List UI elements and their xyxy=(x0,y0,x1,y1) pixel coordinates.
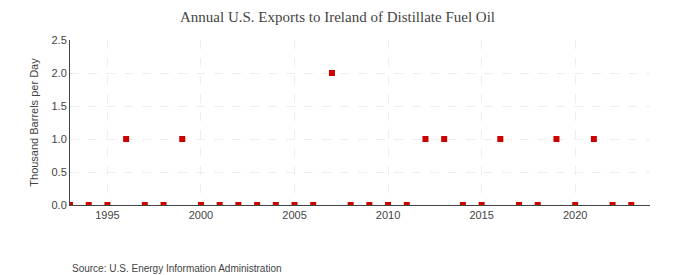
svg-text:1.0: 1.0 xyxy=(52,133,67,145)
svg-text:Source: U.S. Energy Informatio: Source: U.S. Energy Information Administ… xyxy=(72,263,282,274)
svg-text:Thousand Barrels per Day: Thousand Barrels per Day xyxy=(28,58,40,187)
svg-text:2020: 2020 xyxy=(563,209,587,221)
svg-text:1.5: 1.5 xyxy=(52,100,67,112)
svg-text:Annual U.S. Exports to Ireland: Annual U.S. Exports to Ireland of Distil… xyxy=(180,9,495,25)
svg-text:2.5: 2.5 xyxy=(52,34,67,46)
svg-text:0.5: 0.5 xyxy=(52,166,67,178)
svg-text:2005: 2005 xyxy=(282,209,306,221)
svg-text:2015: 2015 xyxy=(469,209,493,221)
svg-text:0.0: 0.0 xyxy=(52,199,67,211)
svg-text:1995: 1995 xyxy=(95,209,119,221)
svg-text:2000: 2000 xyxy=(189,209,213,221)
svg-text:2.0: 2.0 xyxy=(52,67,67,79)
svg-text:2010: 2010 xyxy=(376,209,400,221)
